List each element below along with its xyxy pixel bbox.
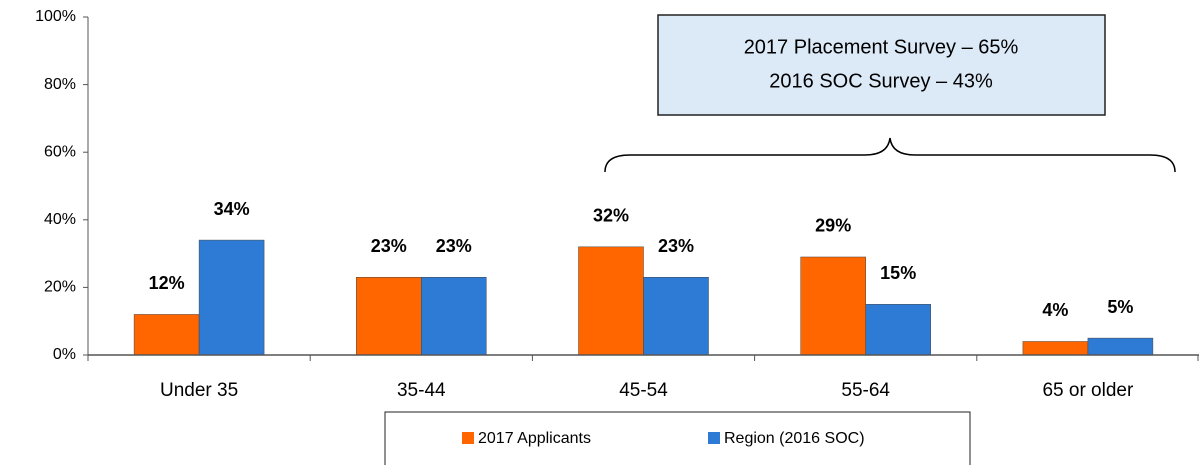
value-label: 12%	[149, 273, 185, 293]
y-tick-label: 100%	[35, 8, 76, 25]
brace	[604, 137, 1176, 173]
legend-label: Region (2016 SOC)	[724, 430, 865, 447]
y-tick-label: 40%	[44, 211, 76, 228]
value-label: 23%	[371, 236, 407, 256]
value-label: 23%	[436, 236, 472, 256]
y-tick-label: 80%	[44, 76, 76, 93]
value-label: 34%	[214, 199, 250, 219]
legend-swatch	[462, 432, 474, 444]
annotation-line: 2016 SOC Survey – 43%	[769, 70, 993, 92]
bar	[1087, 337, 1154, 356]
bar	[578, 246, 644, 356]
value-label: 4%	[1042, 300, 1068, 320]
legend-box	[384, 411, 971, 465]
y-tick-label: 0%	[53, 346, 76, 363]
legend-swatch	[708, 432, 720, 444]
bar	[356, 277, 422, 356]
annotation-box	[657, 14, 1106, 116]
x-tick-label: 65 or older	[1042, 380, 1134, 401]
bar	[198, 239, 265, 356]
value-label: 15%	[880, 263, 916, 283]
value-label: 5%	[1107, 297, 1133, 317]
y-tick-label: 60%	[44, 143, 76, 160]
value-label: 29%	[815, 216, 851, 236]
bar	[1022, 341, 1089, 356]
bar	[865, 304, 931, 356]
bar	[800, 256, 866, 356]
legend-label: 2017 Applicants	[478, 430, 591, 447]
value-label: 23%	[658, 236, 694, 256]
value-label: 32%	[593, 206, 629, 226]
x-tick-label: 45-54	[619, 380, 668, 401]
x-tick-label: 55-64	[841, 380, 890, 401]
x-tick-label: Under 35	[160, 380, 238, 401]
bar	[133, 314, 200, 356]
bar	[643, 277, 709, 356]
bar	[421, 277, 487, 356]
x-tick-label: 35-44	[397, 380, 446, 401]
y-tick-label: 20%	[44, 279, 76, 296]
annotation-line: 2017 Placement Survey – 65%	[744, 36, 1019, 58]
